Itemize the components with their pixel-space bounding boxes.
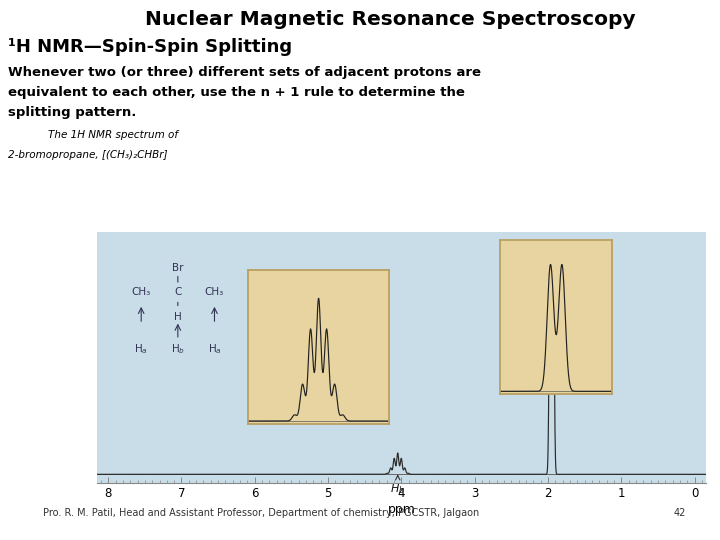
Text: ¹H NMR—Spin-Spin Splitting: ¹H NMR—Spin-Spin Splitting <box>8 38 292 56</box>
Text: H$_a$: H$_a$ <box>207 342 222 356</box>
Text: 2-bromopropane, [(CH₃)₂CHBr]: 2-bromopropane, [(CH₃)₂CHBr] <box>8 150 168 160</box>
Text: H$_a$: H$_a$ <box>134 342 148 356</box>
Text: H: H <box>174 312 181 322</box>
Text: Pro. R. M. Patil, Head and Assistant Professor, Department of chemistry, PGCSTR,: Pro. R. M. Patil, Head and Assistant Pro… <box>43 508 480 518</box>
Text: Whenever two (or three) different sets of adjacent protons are: Whenever two (or three) different sets o… <box>8 66 481 79</box>
Text: 42: 42 <box>673 508 685 518</box>
X-axis label: ppm: ppm <box>387 503 415 516</box>
Text: Nuclear Magnetic Resonance Spectroscopy: Nuclear Magnetic Resonance Spectroscopy <box>145 10 635 29</box>
Text: CH₃: CH₃ <box>205 287 224 297</box>
Text: splitting pattern.: splitting pattern. <box>8 106 136 119</box>
Text: equivalent to each other, use the n + 1 rule to determine the: equivalent to each other, use the n + 1 … <box>8 86 465 99</box>
Text: H$_b$: H$_b$ <box>171 342 185 356</box>
Text: C: C <box>174 287 181 297</box>
Text: $H_a$: $H_a$ <box>544 243 559 257</box>
Text: Br: Br <box>172 262 184 273</box>
Text: The 1H NMR spectrum of: The 1H NMR spectrum of <box>48 130 178 140</box>
Text: CH₃: CH₃ <box>132 287 150 297</box>
Text: $H_b$: $H_b$ <box>390 476 405 496</box>
